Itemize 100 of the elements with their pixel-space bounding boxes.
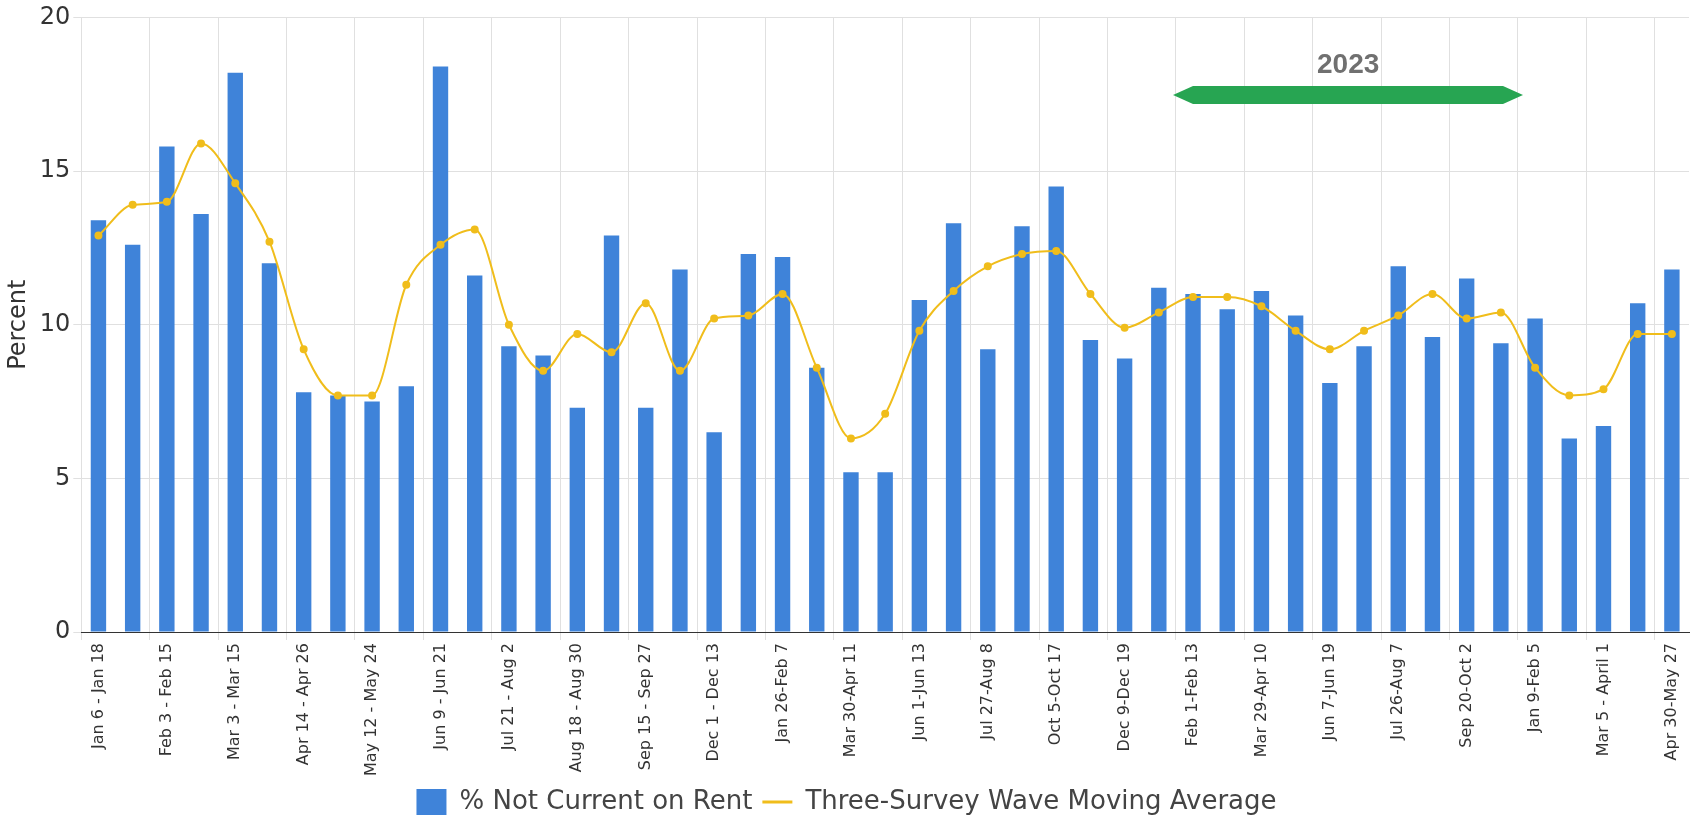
x-tick-label: Oct 5-Oct 17	[1045, 643, 1065, 746]
bar	[1424, 337, 1441, 632]
bar	[432, 66, 449, 632]
point	[162, 197, 171, 206]
point	[368, 391, 377, 400]
x-tick-label: Jan 26-Feb 7	[771, 643, 791, 744]
bar	[364, 401, 380, 632]
bar	[877, 472, 893, 632]
bar	[467, 275, 483, 632]
point	[1086, 289, 1095, 298]
bar	[1185, 293, 1201, 632]
x-tick-label: Apr 30-May 27	[1661, 643, 1681, 761]
y-tick-label: 20	[39, 1, 71, 30]
point	[983, 262, 992, 271]
x-tick-label: Mar 30-Apr 11	[840, 643, 860, 758]
x-tick-label: Jun 1-Jun 13	[908, 643, 928, 742]
x-tick-label: Mar 29-Apr 10	[1250, 643, 1270, 758]
point	[504, 320, 513, 329]
bar	[227, 72, 243, 632]
point	[1325, 345, 1334, 354]
point	[265, 237, 274, 246]
x-tick-label: Mar 5 - April 1	[1592, 643, 1612, 757]
x-tick-label: Feb 3 - Feb 15	[156, 643, 176, 757]
bar	[261, 263, 278, 632]
bar	[1151, 287, 1167, 632]
point	[744, 311, 753, 320]
bar	[159, 146, 175, 632]
bar	[1014, 226, 1030, 632]
y-tick-label: 15	[39, 155, 71, 184]
y-tick-label: 0	[55, 616, 71, 645]
y-tick-label: 5	[55, 462, 71, 491]
bar	[398, 386, 414, 632]
bar	[124, 244, 141, 632]
bar	[809, 367, 825, 632]
point	[128, 200, 137, 209]
bar	[295, 392, 312, 632]
bar	[569, 407, 586, 632]
point	[710, 314, 719, 323]
x-tick-label: Jan 9-Feb 5	[1524, 643, 1544, 734]
point	[402, 280, 411, 289]
x-tick-label: Sep 20-Oct 2	[1455, 643, 1475, 748]
x-tick-label: Mar 3 - Mar 15	[224, 643, 244, 761]
bar	[945, 223, 962, 632]
point	[778, 289, 787, 298]
x-tick-label: Jun 7-Jun 19	[1319, 643, 1338, 742]
point	[1394, 311, 1403, 320]
bar	[1664, 269, 1680, 632]
point	[1052, 246, 1061, 255]
x-tick-label: May 12 - May 24	[361, 643, 381, 777]
point	[1223, 293, 1232, 302]
bar	[193, 214, 209, 632]
x-tick-label: Aug 18 - Aug 30	[566, 643, 586, 773]
point	[299, 345, 308, 354]
bar	[1116, 358, 1133, 632]
point	[197, 139, 206, 148]
point	[1017, 250, 1026, 259]
point	[436, 240, 445, 249]
bar	[603, 235, 620, 632]
x-tick-label: Dec 1 - Dec 13	[703, 643, 723, 762]
bar	[1082, 340, 1099, 632]
point	[1120, 323, 1129, 332]
point	[1667, 329, 1676, 338]
x-tick-label: Apr 14 - Apr 26	[292, 643, 312, 766]
bar	[330, 395, 346, 632]
point	[881, 409, 890, 418]
point	[470, 225, 479, 234]
point	[539, 366, 548, 375]
point	[949, 286, 958, 295]
bar	[980, 349, 996, 632]
bar	[1630, 303, 1646, 632]
point	[812, 363, 821, 372]
point	[573, 329, 582, 338]
point	[641, 299, 650, 308]
bar	[90, 220, 107, 632]
x-tick-label: Jan 6 - Jan 18	[87, 643, 107, 750]
point	[1496, 308, 1505, 317]
bar	[638, 407, 654, 632]
point	[1257, 302, 1266, 311]
point	[333, 391, 342, 400]
point	[915, 326, 924, 335]
bar	[1595, 426, 1612, 632]
annotation: 2023	[1317, 48, 1380, 80]
bar	[774, 257, 791, 632]
point	[1154, 308, 1163, 317]
bar	[1048, 186, 1064, 632]
bar	[1390, 266, 1406, 632]
point	[1428, 289, 1437, 298]
y-tick-label: 10	[39, 308, 71, 337]
point	[231, 179, 240, 188]
bar	[1527, 318, 1543, 632]
legend-label: % Not Current on Rent	[459, 784, 753, 815]
bar	[1493, 343, 1509, 632]
legend-label: Three-Survey Wave Moving Average	[804, 784, 1277, 815]
point	[607, 348, 616, 357]
bar	[1287, 315, 1304, 632]
point	[94, 231, 103, 240]
bar	[1253, 290, 1270, 632]
x-tick-label: Sep 15 - Sep 27	[634, 643, 654, 771]
point	[1599, 385, 1608, 394]
bar	[706, 432, 722, 632]
